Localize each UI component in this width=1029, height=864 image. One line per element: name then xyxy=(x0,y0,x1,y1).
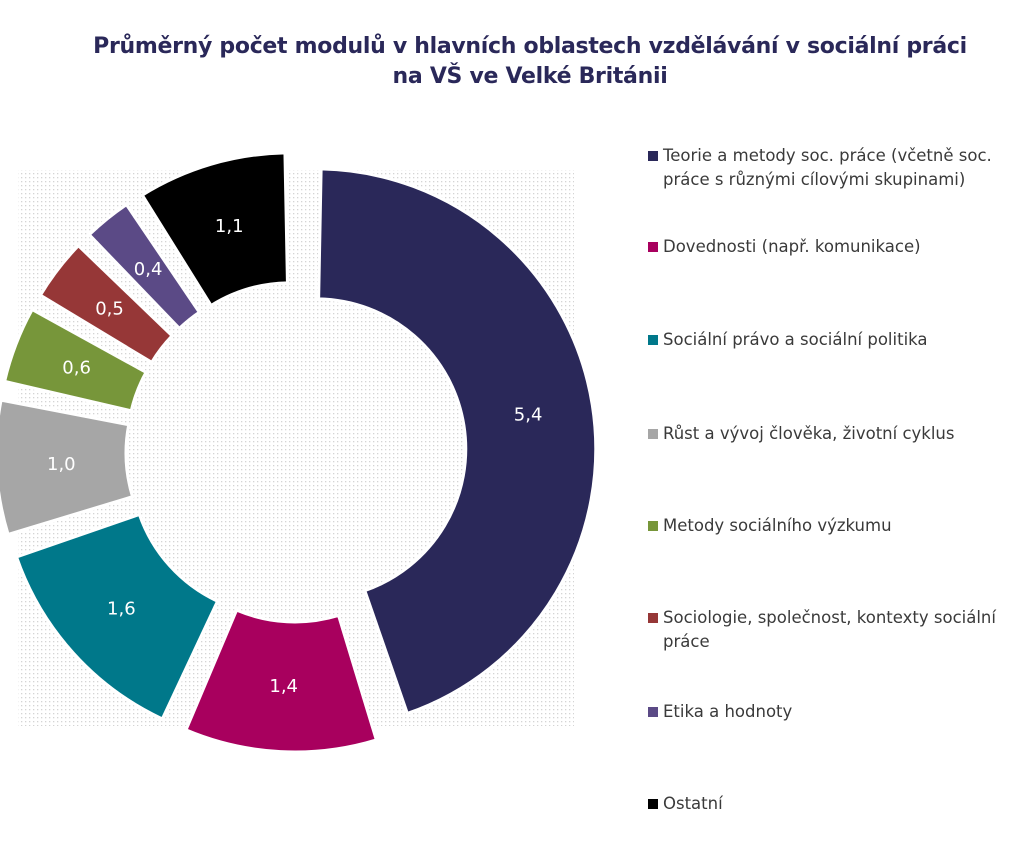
segment-value-label: 1,0 xyxy=(47,454,76,475)
segment-value-label: 0,5 xyxy=(95,298,124,319)
legend-item: Ostatní xyxy=(648,792,1020,816)
legend-item: Růst a vývoj člověka, životní cyklus xyxy=(648,422,1020,446)
legend-label: Sociologie, společnost, kontexty sociáln… xyxy=(663,608,996,651)
donut-segment xyxy=(2,307,149,413)
legend-swatch xyxy=(648,335,658,345)
legend-label: Teorie a metody soc. práce (včetně soc. … xyxy=(663,146,992,189)
donut-segment xyxy=(87,202,202,331)
segment-value-label: 0,6 xyxy=(62,357,91,378)
legend-item: Metody sociálního výzkumu xyxy=(648,514,1020,538)
legend-swatch xyxy=(648,429,658,439)
legend-swatch xyxy=(648,707,658,717)
legend-label: Etika a hodnoty xyxy=(663,702,793,721)
segment-value-label: 1,6 xyxy=(107,599,136,620)
legend-label: Metody sociálního výzkumu xyxy=(663,516,892,535)
segment-value-label: 0,4 xyxy=(134,259,163,280)
legend-item: Dovednosti (např. komunikace) xyxy=(648,235,1020,259)
legend-item: Etika a hodnoty xyxy=(648,700,1020,724)
legend-label: Sociální právo a sociální politika xyxy=(663,330,928,349)
legend-label: Ostatní xyxy=(663,794,723,813)
donut-segment xyxy=(38,243,175,365)
legend-swatch xyxy=(648,613,658,623)
donut-chart: 5,4 1,4 1,6 1,0 0,6 0,5 0,4 1,1 xyxy=(0,151,598,754)
legend-item: Sociologie, společnost, kontexty sociáln… xyxy=(648,606,1020,654)
legend-swatch xyxy=(648,799,658,809)
chart-title-line-1: Průměrný počet modulů v hlavních oblaste… xyxy=(93,34,967,59)
legend-swatch xyxy=(648,151,658,161)
segment-value-label: 1,4 xyxy=(269,676,298,697)
legend-swatch xyxy=(648,242,658,252)
donut-segment xyxy=(140,151,289,308)
legend-swatch xyxy=(648,521,658,531)
legend-item: Teorie a metody soc. práce (včetně soc. … xyxy=(648,144,1020,192)
donut-segment xyxy=(0,398,135,537)
segment-value-label: 1,1 xyxy=(215,216,244,237)
donut-segment xyxy=(317,167,598,716)
donut-segment xyxy=(14,512,220,721)
legend-item: Sociální právo a sociální politika xyxy=(648,328,1020,352)
donut-segment xyxy=(184,608,379,754)
segment-value-label: 5,4 xyxy=(514,405,543,426)
chart-title-line-2: na VŠ ve Velké Británii xyxy=(392,64,668,89)
chart-title: Průměrný počet modulů v hlavních oblaste… xyxy=(60,32,1000,92)
legend-label: Dovednosti (např. komunikace) xyxy=(663,237,921,256)
legend-label: Růst a vývoj člověka, životní cyklus xyxy=(663,424,955,443)
